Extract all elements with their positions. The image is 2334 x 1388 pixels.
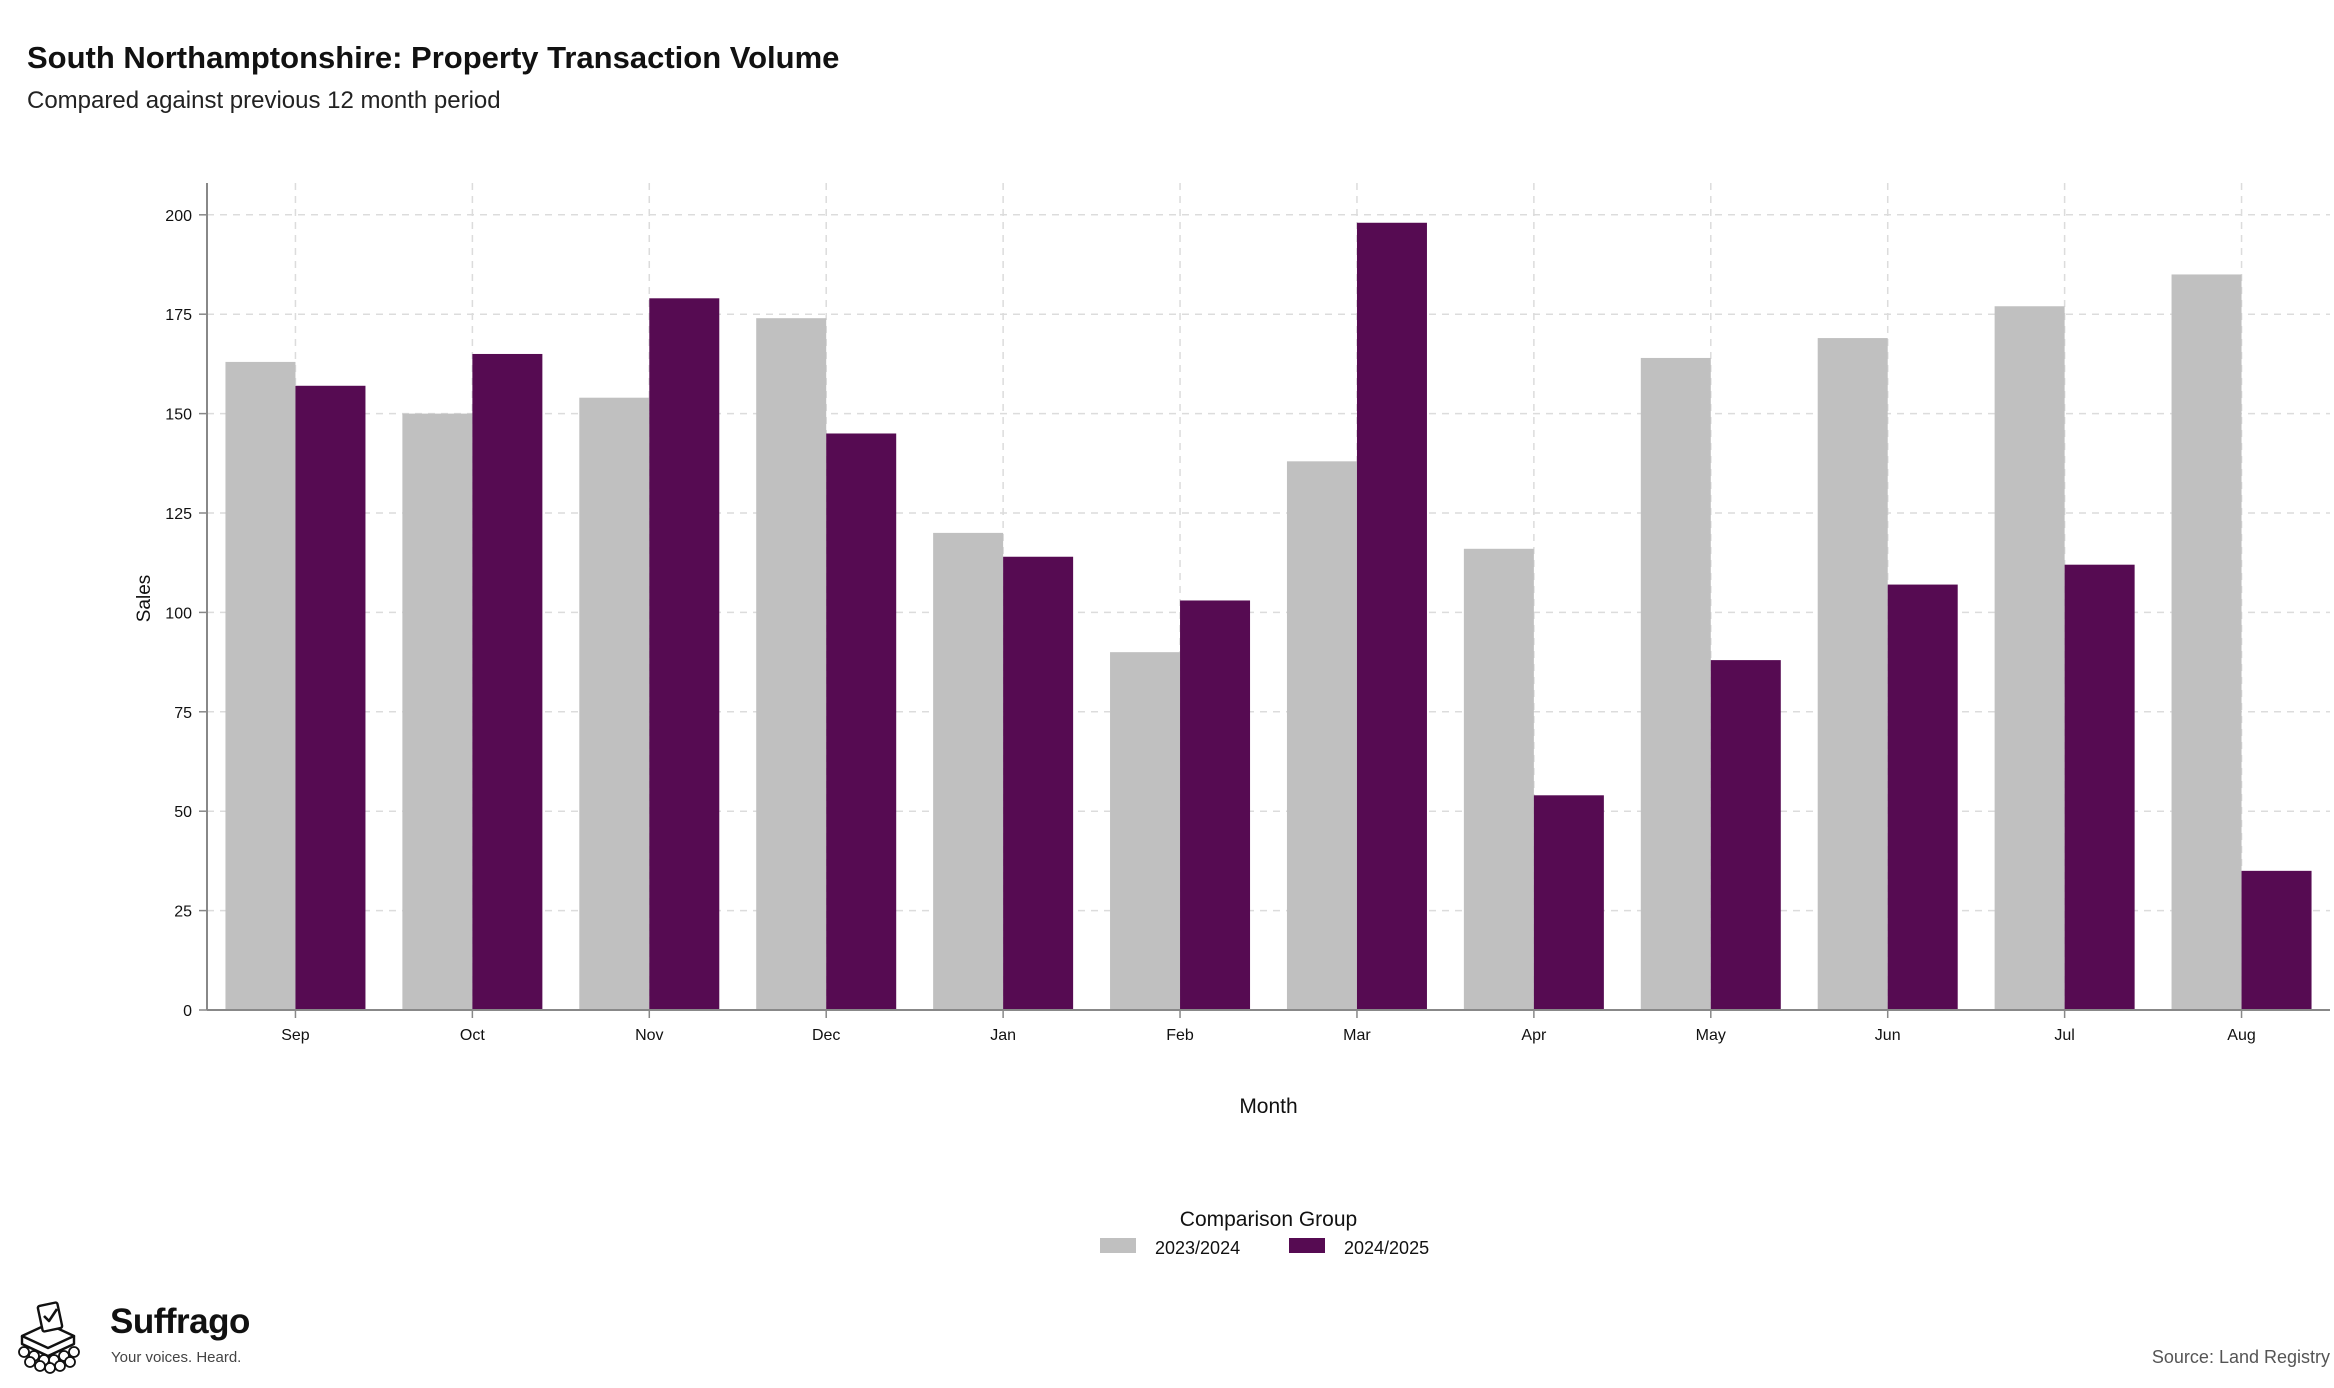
page-title: South Northamptonshire: Property Transac… — [27, 40, 840, 75]
page-subtitle: Compared against previous 12 month perio… — [27, 87, 501, 114]
bar-2023-2024-oct — [402, 413, 473, 1010]
bar-2024-2025-apr — [1533, 795, 1604, 1010]
y-tick-label: 100 — [165, 605, 192, 622]
bar-2023-2024-apr — [1463, 548, 1534, 1010]
x-axis-title: Month — [1239, 1095, 1297, 1118]
bar-2023-2024-mar — [1286, 461, 1357, 1010]
x-tick-label: Nov — [635, 1027, 663, 1044]
x-tick-label: Feb — [1166, 1027, 1194, 1044]
x-tick-label: Jan — [990, 1027, 1016, 1044]
legend-title: Comparison Group — [1180, 1208, 1357, 1231]
y-tick-label: 200 — [165, 208, 192, 225]
source-note: Source: Land Registry — [2151, 1347, 2330, 1367]
bar-2024-2025-aug — [2241, 870, 2312, 1010]
bar-2024-2025-sep — [295, 385, 366, 1010]
bar-2024-2025-may — [1710, 660, 1781, 1010]
bar-2024-2025-feb — [1180, 600, 1251, 1010]
bar-2024-2025-dec — [826, 433, 897, 1010]
bars — [225, 222, 2312, 1011]
x-tick-label: Jun — [1875, 1027, 1901, 1044]
axes: 0 25 50 75 100 125 150 175 200 Sep Oct Nov Dec Jan Feb… — [134, 183, 2330, 1118]
x-tick-label: Mar — [1343, 1027, 1371, 1044]
x-tick-label: May — [1696, 1027, 1726, 1044]
bar-2023-2024-dec — [756, 318, 827, 1010]
x-tick-label: Sep — [281, 1027, 310, 1044]
legend-swatch — [1289, 1238, 1325, 1253]
brand-tagline: Your voices. Heard. — [111, 1349, 242, 1366]
brand-name: Suffrago — [110, 1302, 250, 1341]
bar-2023-2024-nov — [579, 397, 650, 1011]
y-tick-label: 50 — [174, 804, 192, 821]
legend: Comparison Group 2023/2024 2024/2025 — [1100, 1208, 1429, 1258]
y-tick-label: 175 — [165, 307, 192, 324]
bar-2024-2025-jan — [1003, 556, 1074, 1010]
bar-2024-2025-nov — [649, 298, 720, 1011]
y-tick-label: 125 — [165, 506, 192, 523]
x-tick-label: Oct — [460, 1027, 485, 1044]
legend-label: 2024/2025 — [1344, 1238, 1429, 1258]
bar-2023-2024-aug — [2171, 274, 2242, 1010]
bar-2023-2024-feb — [1110, 652, 1181, 1010]
x-tick-label: Jul — [2054, 1027, 2074, 1044]
y-axis-title: Sales — [134, 575, 155, 623]
y-tick-label: 0 — [183, 1003, 192, 1020]
bar-2024-2025-mar — [1356, 222, 1427, 1010]
x-tick-label: Dec — [812, 1027, 840, 1044]
bar-2024-2025-jun — [1887, 584, 1958, 1010]
y-tick-label: 150 — [165, 407, 192, 424]
bar-2023-2024-may — [1640, 357, 1711, 1010]
bar-2023-2024-jul — [1994, 306, 2065, 1010]
y-tick-label: 75 — [174, 705, 192, 722]
brand-block: Suffrago Your voices. Heard. — [14, 1296, 274, 1376]
bar-2023-2024-jan — [933, 532, 1004, 1010]
bar-2024-2025-oct — [472, 353, 543, 1011]
x-tick-label: Apr — [1521, 1027, 1547, 1044]
bar-2023-2024-sep — [225, 361, 296, 1010]
legend-label: 2023/2024 — [1155, 1238, 1240, 1258]
legend-swatch — [1100, 1238, 1136, 1253]
bar-2023-2024-jun — [1817, 338, 1888, 1010]
x-tick-label: Aug — [2227, 1027, 2255, 1044]
ballot-box-icon — [18, 1301, 80, 1374]
y-tick-label: 25 — [174, 904, 192, 921]
bar-2024-2025-jul — [2064, 564, 2135, 1010]
